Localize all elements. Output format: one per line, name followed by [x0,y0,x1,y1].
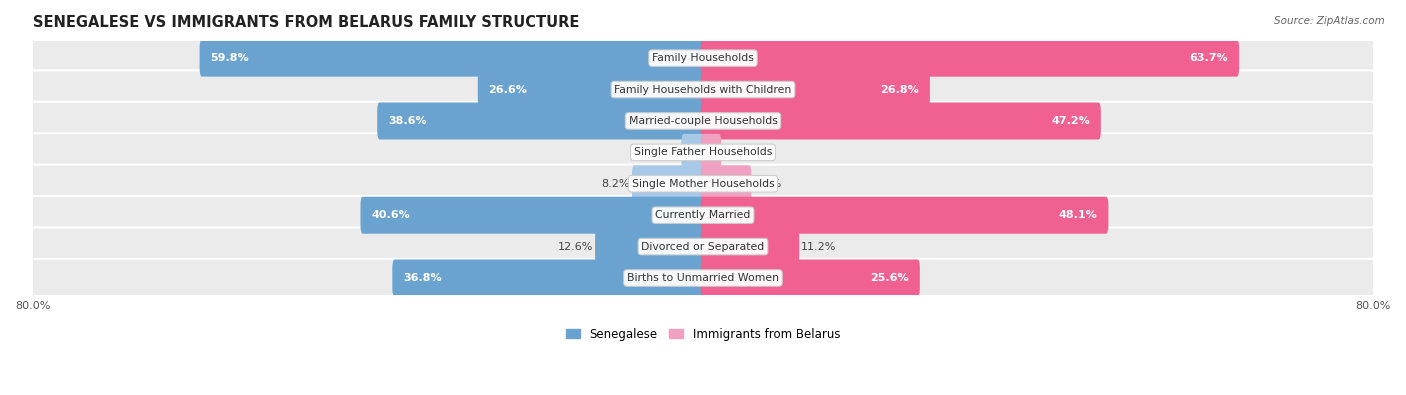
FancyBboxPatch shape [682,134,706,171]
Text: 59.8%: 59.8% [211,53,249,63]
Text: 2.3%: 2.3% [651,147,679,157]
Text: 63.7%: 63.7% [1189,53,1229,63]
FancyBboxPatch shape [700,260,920,297]
FancyBboxPatch shape [700,40,1239,77]
Legend: Senegalese, Immigrants from Belarus: Senegalese, Immigrants from Belarus [561,323,845,345]
Text: Single Mother Households: Single Mother Households [631,179,775,189]
Text: 12.6%: 12.6% [558,242,593,252]
Text: 11.2%: 11.2% [801,242,837,252]
FancyBboxPatch shape [595,228,706,265]
Text: Births to Unmarried Women: Births to Unmarried Women [627,273,779,283]
Text: 40.6%: 40.6% [371,210,411,220]
FancyBboxPatch shape [31,70,1375,109]
Text: 8.2%: 8.2% [602,179,630,189]
Text: 36.8%: 36.8% [404,273,441,283]
Text: Currently Married: Currently Married [655,210,751,220]
FancyBboxPatch shape [200,40,706,77]
Text: 26.6%: 26.6% [488,85,527,94]
FancyBboxPatch shape [700,71,929,108]
FancyBboxPatch shape [377,102,706,139]
Text: Married-couple Households: Married-couple Households [628,116,778,126]
Text: Family Households: Family Households [652,53,754,63]
FancyBboxPatch shape [31,259,1375,297]
FancyBboxPatch shape [700,228,799,265]
Text: 1.9%: 1.9% [723,147,751,157]
FancyBboxPatch shape [700,165,751,202]
Text: 25.6%: 25.6% [870,273,910,283]
Text: SENEGALESE VS IMMIGRANTS FROM BELARUS FAMILY STRUCTURE: SENEGALESE VS IMMIGRANTS FROM BELARUS FA… [32,15,579,30]
FancyBboxPatch shape [31,165,1375,203]
Text: 47.2%: 47.2% [1052,116,1090,126]
Text: 26.8%: 26.8% [880,85,920,94]
FancyBboxPatch shape [700,134,721,171]
FancyBboxPatch shape [478,71,706,108]
FancyBboxPatch shape [31,102,1375,140]
FancyBboxPatch shape [31,196,1375,234]
FancyBboxPatch shape [360,197,706,234]
FancyBboxPatch shape [700,102,1101,139]
FancyBboxPatch shape [392,260,706,297]
FancyBboxPatch shape [631,165,706,202]
Text: 38.6%: 38.6% [388,116,426,126]
Text: Divorced or Separated: Divorced or Separated [641,242,765,252]
Text: Family Households with Children: Family Households with Children [614,85,792,94]
FancyBboxPatch shape [700,197,1108,234]
FancyBboxPatch shape [31,133,1375,171]
FancyBboxPatch shape [31,228,1375,266]
Text: Source: ZipAtlas.com: Source: ZipAtlas.com [1274,16,1385,26]
FancyBboxPatch shape [31,39,1375,77]
Text: 5.5%: 5.5% [754,179,782,189]
Text: Single Father Households: Single Father Households [634,147,772,157]
Text: 48.1%: 48.1% [1059,210,1098,220]
